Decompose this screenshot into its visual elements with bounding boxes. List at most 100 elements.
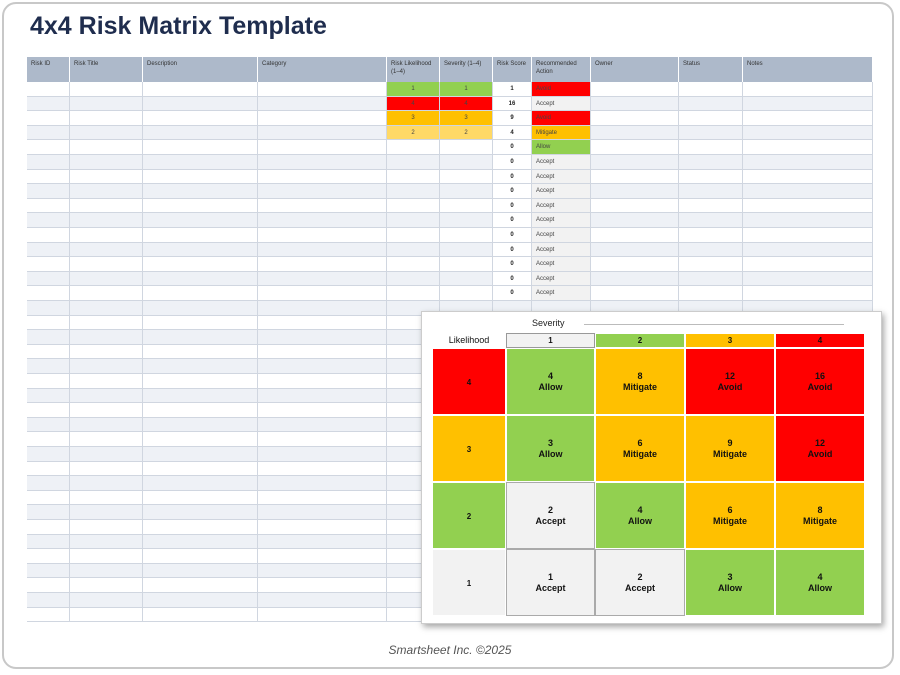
empty-cell	[679, 184, 743, 199]
empty-cell	[258, 96, 387, 112]
empty-cell	[591, 213, 679, 228]
cell-action: Mitigate	[712, 516, 747, 526]
empty-cell	[27, 432, 70, 447]
cell-action: Allow	[628, 516, 652, 526]
cell-score: 12	[814, 438, 825, 448]
empty-cell	[70, 242, 143, 258]
empty-cell	[143, 286, 258, 301]
cell: 3	[387, 111, 440, 126]
cell: Accept	[532, 286, 591, 301]
cell-action: Accept	[624, 583, 655, 593]
cell-score: 3	[547, 438, 553, 448]
empty-cell	[258, 242, 387, 258]
severity-label: Severity	[532, 318, 565, 328]
cell: 3	[440, 111, 493, 126]
matrix-cell: 8 Mitigate	[775, 482, 865, 549]
cell-score: 6	[637, 438, 643, 448]
cell: Accept	[532, 213, 591, 228]
empty-cell	[440, 198, 493, 214]
empty-cell	[70, 301, 143, 316]
empty-cell	[143, 490, 258, 506]
empty-cell	[70, 228, 143, 243]
empty-cell	[258, 82, 387, 97]
empty-cell	[591, 82, 679, 97]
empty-cell	[440, 184, 493, 199]
cell: 0	[493, 213, 532, 228]
empty-cell	[258, 111, 387, 126]
matrix-cell: 2 Accept	[595, 549, 685, 616]
empty-cell	[591, 198, 679, 214]
cell-score: 16	[814, 371, 825, 381]
empty-cell	[70, 476, 143, 491]
empty-cell	[70, 549, 143, 564]
matrix-cell: 12 Avoid	[775, 415, 865, 482]
cell-action: Avoid	[717, 382, 743, 392]
matrix-cell: 3 Allow	[506, 415, 595, 482]
empty-cell	[27, 125, 70, 141]
empty-cell	[679, 140, 743, 155]
cell: 2	[387, 125, 440, 141]
empty-cell	[27, 315, 70, 331]
empty-cell	[143, 125, 258, 141]
empty-cell	[258, 607, 387, 623]
empty-cell	[591, 111, 679, 126]
empty-cell	[143, 578, 258, 593]
matrix-cell: 4 Allow	[595, 482, 685, 549]
empty-cell	[27, 578, 70, 593]
empty-cell	[143, 96, 258, 112]
empty-cell	[679, 96, 743, 112]
empty-cell	[258, 563, 387, 579]
empty-cell	[143, 213, 258, 228]
title: 4x4 Risk Matrix Template	[30, 12, 327, 40]
empty-cell	[440, 242, 493, 258]
empty-cell	[258, 388, 387, 404]
empty-cell	[70, 505, 143, 520]
cell: 0	[493, 140, 532, 155]
cell: Mitigate	[532, 125, 591, 141]
empty-cell	[387, 140, 440, 155]
empty-cell	[27, 359, 70, 374]
empty-cell	[591, 271, 679, 287]
cell: 16	[493, 96, 532, 112]
cell: 1	[387, 82, 440, 97]
empty-cell	[27, 213, 70, 228]
empty-cell	[143, 344, 258, 360]
cell: Accept	[532, 242, 591, 258]
empty-cell	[70, 155, 143, 170]
empty-cell	[70, 198, 143, 214]
cell: 0	[493, 155, 532, 170]
empty-cell	[679, 271, 743, 287]
cell: Accept	[532, 271, 591, 287]
empty-cell	[743, 257, 873, 272]
empty-cell	[70, 593, 143, 608]
empty-cell	[258, 432, 387, 447]
cell: Accept	[532, 184, 591, 199]
empty-cell	[591, 96, 679, 112]
empty-cell	[143, 563, 258, 579]
empty-cell	[743, 169, 873, 185]
matrix-cell: 8 Mitigate	[595, 348, 685, 415]
empty-cell	[27, 534, 70, 550]
empty-cell	[143, 198, 258, 214]
empty-cell	[440, 271, 493, 287]
empty-cell	[258, 374, 387, 389]
empty-cell	[387, 155, 440, 170]
empty-cell	[27, 96, 70, 112]
empty-cell	[679, 169, 743, 185]
empty-cell	[27, 228, 70, 243]
empty-cell	[27, 344, 70, 360]
cell: Avoid	[532, 82, 591, 97]
cell: Accept	[532, 155, 591, 170]
cell-score: 3	[727, 572, 733, 582]
empty-cell	[387, 213, 440, 228]
empty-cell	[70, 520, 143, 535]
empty-cell	[27, 374, 70, 389]
empty-cell	[258, 578, 387, 593]
empty-cell	[27, 257, 70, 272]
empty-cell	[743, 184, 873, 199]
empty-cell	[27, 447, 70, 462]
empty-cell	[143, 607, 258, 623]
empty-cell	[143, 271, 258, 287]
column-header: Risk Score	[493, 57, 532, 82]
